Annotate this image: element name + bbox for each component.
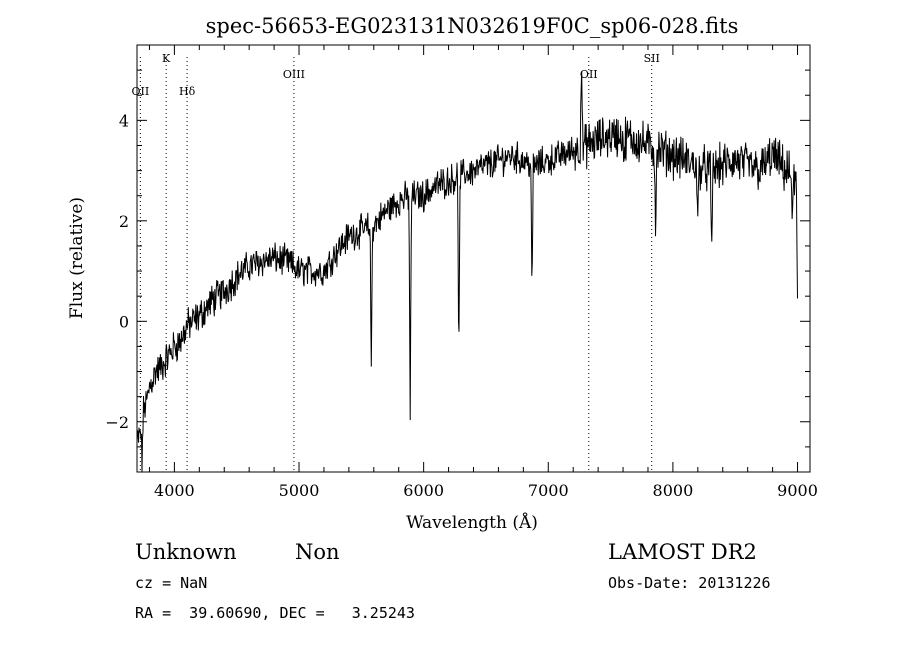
x-tick-label: 9000 [777, 481, 818, 500]
x-tick-label: 4000 [154, 481, 195, 500]
line-marker-label: OII [132, 85, 150, 98]
redshift-value: cz = NaN [135, 574, 208, 592]
chart-title: spec-56653-EG023131N032619F0C_sp06-028.f… [206, 14, 739, 38]
survey-name: LAMOST DR2 [608, 540, 757, 564]
line-marker-label: SII [644, 52, 660, 65]
coordinates: RA = 39.60690, DEC = 3.25243 [135, 604, 415, 622]
observation-date: Obs-Date: 20131226 [608, 574, 771, 592]
line-marker-label: K [162, 52, 171, 65]
line-marker-label: Hδ [179, 85, 196, 98]
y-tick-label: −2 [105, 413, 129, 432]
spectral-class: Unknown [135, 540, 237, 564]
y-axis-label: Flux (relative) [67, 197, 87, 319]
x-tick-label: 5000 [279, 481, 320, 500]
y-tick-label: 4 [119, 111, 129, 130]
spectrum-line [136, 71, 798, 473]
plot-axes: 4000 5000 6000 7000 8000 9000 −2 0 2 4 [105, 44, 818, 500]
x-axis-label: Wavelength (Å) [406, 512, 538, 533]
x-tick-label: 6000 [403, 481, 444, 500]
x-tick-label: 7000 [528, 481, 569, 500]
y-tick-label: 2 [119, 212, 129, 231]
x-tick-label: 8000 [653, 481, 694, 500]
plot-frame [136, 44, 811, 473]
y-tick-label: 0 [119, 312, 129, 331]
spectral-subclass: Non [295, 540, 340, 564]
line-marker-label: OIII [283, 68, 305, 81]
line-marker-label: OII [580, 68, 598, 81]
spectral-line-markers: OII K Hδ OIII OII SII [132, 52, 660, 472]
spectrum-series [136, 71, 798, 473]
